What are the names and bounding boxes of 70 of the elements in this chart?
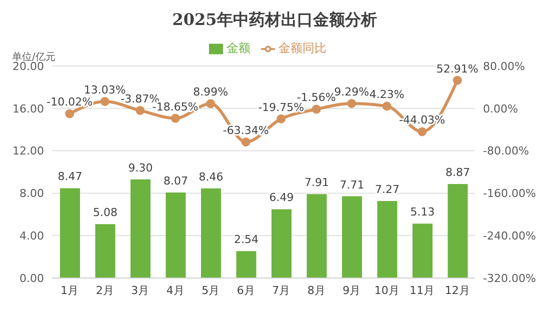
data-label: 13.03%: [84, 83, 126, 96]
point: [452, 76, 462, 85]
bar: [412, 224, 432, 278]
x-tick-label: 11月: [410, 284, 435, 297]
bar: [272, 209, 292, 278]
bar: [60, 188, 80, 278]
data-label: 6.49: [269, 191, 294, 204]
data-label: 8.07: [164, 174, 188, 188]
legend-label: 金额: [226, 41, 250, 55]
x-tick-label: 10月: [374, 284, 400, 297]
point: [136, 106, 145, 115]
data-label: 52.91%: [436, 62, 478, 76]
y2-tick-label: -240.00%: [483, 230, 536, 243]
x-tick-label: 4月: [166, 284, 184, 297]
point: [347, 98, 356, 108]
data-label: -10.02%: [46, 96, 93, 109]
bar: [342, 196, 362, 278]
x-tick-label: 1月: [60, 284, 79, 297]
bar: [166, 192, 186, 278]
x-tick-label: 5月: [202, 284, 220, 297]
x-tick-label: 6月: [236, 284, 255, 297]
bar: [236, 251, 256, 278]
y-tick-label: 16.00: [12, 102, 44, 116]
y-tick-label: 12.00: [12, 144, 44, 158]
point: [241, 137, 250, 146]
x-tick-label: 9月: [342, 284, 361, 297]
y2-tick-label: -80.00%: [483, 144, 529, 158]
data-label: 7.91: [304, 176, 329, 190]
x-tick-label: 3月: [131, 284, 150, 297]
x-tick-label: 12月: [444, 284, 470, 297]
data-label: -19.75%: [258, 100, 304, 114]
data-label: 5.08: [93, 206, 118, 220]
data-label: 8.46: [198, 170, 224, 184]
point: [276, 114, 286, 124]
x-tick-label: 2月: [96, 284, 114, 297]
point: [65, 109, 74, 118]
y2-tick-label: -160.00%: [483, 187, 536, 200]
point: [382, 102, 392, 111]
bar: [130, 179, 150, 278]
bar: [95, 224, 116, 278]
x-tick-label: 7月: [272, 284, 290, 297]
data-label: 7.71: [340, 178, 364, 192]
data-label: 9.30: [128, 161, 153, 174]
y-axis-title: 单位/亿元: [12, 50, 56, 63]
bar: [306, 194, 327, 278]
y-tick-label: 0.00: [20, 272, 44, 285]
y-tick-label: 8.00: [20, 187, 44, 200]
y2-tick-label: 0.00%: [483, 102, 518, 116]
bar: [201, 188, 221, 278]
point: [170, 114, 180, 123]
chart-title: 2025年中药材出口金额分析: [171, 9, 378, 31]
data-label: 9.29%: [334, 85, 370, 98]
data-label: 8.47: [58, 170, 82, 184]
point: [100, 96, 110, 106]
point: [206, 99, 216, 108]
data-label: 8.99%: [193, 86, 228, 99]
data-label: 7.27: [375, 182, 400, 196]
bar: [377, 200, 398, 278]
y2-tick-label: 80.00%: [483, 60, 525, 73]
legend-label: 金额同比: [278, 41, 326, 55]
data-label: 2.54: [234, 233, 258, 246]
point: [418, 127, 427, 136]
x-tick-label: 8月: [307, 284, 326, 297]
data-label: 4.23%: [369, 88, 404, 102]
y-tick-label: 4.00: [20, 230, 44, 243]
data-label: 8.87: [446, 166, 470, 179]
point: [312, 104, 321, 114]
y2-tick-label: -320.00%: [483, 272, 536, 285]
data-label: 5.13: [410, 206, 435, 219]
bar: [448, 184, 468, 278]
